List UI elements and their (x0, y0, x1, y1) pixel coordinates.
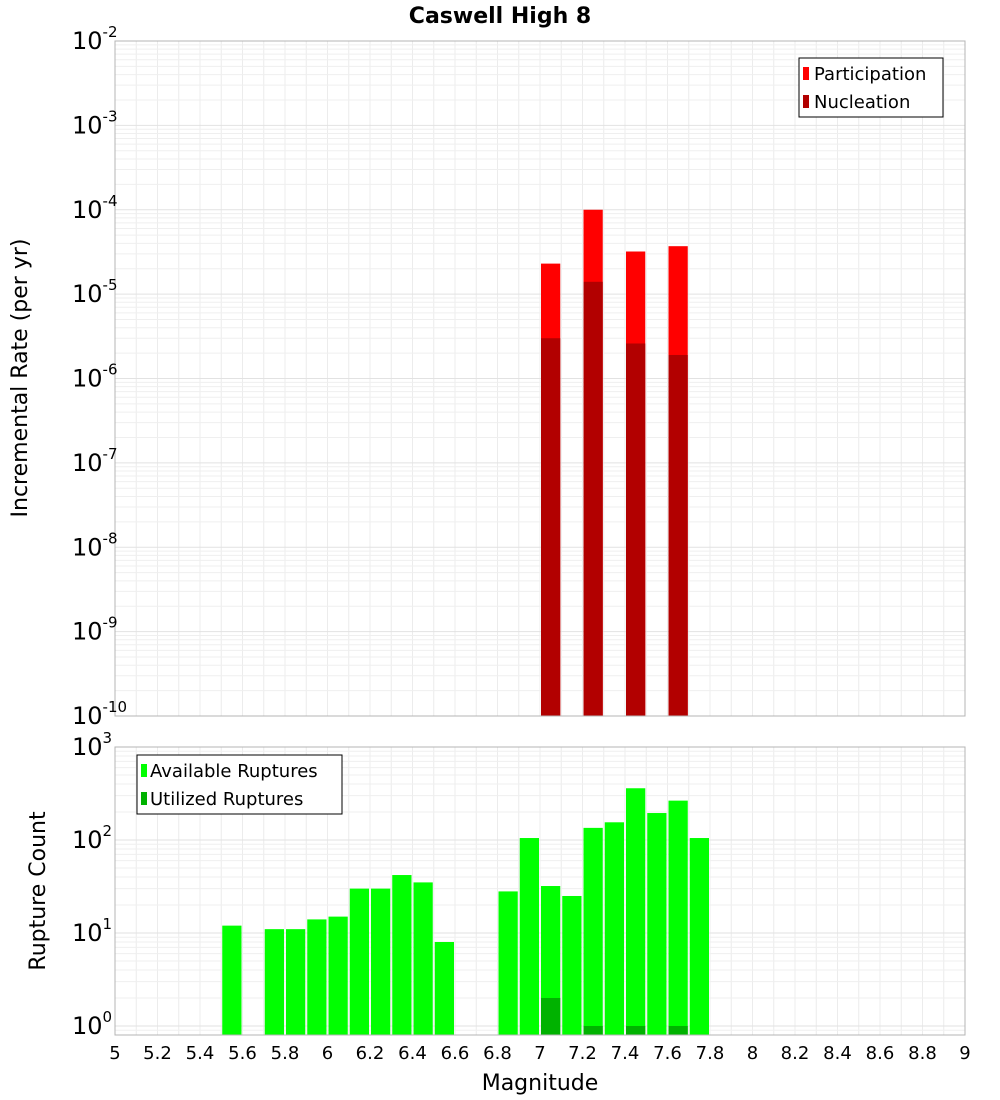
available-bar (668, 800, 688, 1035)
available-bar (286, 929, 306, 1035)
nucleation-legend-label: Nucleation (814, 92, 910, 113)
y-tick-label: 10-7 (72, 445, 118, 477)
count-plot-border (114, 746, 966, 1036)
count-y-axis-label: Rupture Count (26, 811, 51, 971)
x-tick-label: 7.8 (696, 1043, 725, 1064)
x-tick-label: 6.2 (356, 1043, 385, 1064)
x-tick-label: 5.6 (228, 1043, 257, 1064)
y-tick-label: 10-2 (72, 23, 118, 55)
x-tick-label: 5.2 (143, 1043, 172, 1064)
rate-y-ticks: 10-10 10-9 10-8 10-7 10-6 10-5 10-4 10-3 10-2 (72, 23, 127, 730)
nucleation-bar (583, 281, 603, 716)
rate-plot-border (114, 40, 966, 717)
utilized-bar (668, 1025, 688, 1035)
utilized-bar (541, 997, 561, 1035)
participation-legend-label: Participation (814, 64, 926, 85)
nucleation-bar (541, 338, 561, 716)
x-tick-label: 7.4 (611, 1043, 640, 1064)
x-tick-label: 7.2 (568, 1043, 597, 1064)
x-tick-label: 8.8 (908, 1043, 937, 1064)
y-tick-label: 101 (72, 915, 112, 947)
available-bar (498, 891, 518, 1035)
x-tick-label: 9 (959, 1043, 970, 1064)
x-tick-label: 6 (322, 1043, 333, 1064)
available-bar (562, 895, 582, 1035)
utilized-legend-label: Utilized Ruptures (150, 789, 303, 810)
participation-legend-swatch (803, 67, 809, 80)
available-bar (434, 942, 454, 1035)
available-bar (349, 888, 369, 1035)
x-tick-label: 8.6 (866, 1043, 895, 1064)
rate-y-axis-label: Incremental Rate (per yr) (8, 239, 33, 518)
count-legend-box (136, 754, 343, 815)
y-tick-label: 10-9 (72, 614, 118, 646)
rate-bars (541, 209, 688, 716)
count-legend: Available Ruptures Utilized Ruptures (136, 754, 343, 815)
count-panel: 100 101 102 103 5 5.2 5.4 5.6 5.8 6 6.2 6.4 6.6 6.8 7… (26, 729, 971, 1096)
x-tick-label: 8 (747, 1043, 758, 1064)
x-tick-label: 6.8 (483, 1043, 512, 1064)
y-tick-label: 10-8 (72, 529, 118, 561)
y-tick-label: 10-5 (72, 276, 118, 308)
y-tick-label: 10-10 (72, 698, 127, 730)
nucleation-legend-swatch (803, 95, 809, 108)
x-tick-label: 5.8 (271, 1043, 300, 1064)
available-bar (222, 925, 242, 1035)
rate-grid (114, 41, 966, 717)
utilized-bar (583, 1025, 603, 1035)
count-x-ticks: 5 5.2 5.4 5.6 5.8 6 6.2 6.4 6.6 6.8 7 7.2 7.4 7.6 7.8 8… (109, 1043, 970, 1064)
available-bar (583, 827, 603, 1035)
x-tick-label: 6.6 (441, 1043, 470, 1064)
x-tick-label: 5 (109, 1043, 120, 1064)
y-tick-label: 10-4 (72, 192, 118, 224)
x-tick-label: 6.4 (398, 1043, 427, 1064)
y-tick-label: 10-3 (72, 107, 118, 139)
x-tick-label: 7 (534, 1043, 545, 1064)
available-bar (328, 916, 348, 1035)
available-legend-swatch (141, 764, 147, 777)
available-bar (264, 929, 284, 1035)
available-bar (647, 813, 667, 1035)
available-bar (541, 886, 561, 1035)
x-tick-label: 8.4 (823, 1043, 852, 1064)
nucleation-bar (668, 354, 688, 716)
x-axis-label: Magnitude (482, 1071, 599, 1096)
x-tick-label: 8.2 (781, 1043, 810, 1064)
count-bars (222, 788, 709, 1035)
rate-legend-box (798, 57, 944, 118)
available-bar (307, 919, 327, 1035)
y-tick-label: 103 (72, 729, 112, 761)
utilized-bar (626, 1025, 646, 1035)
available-bar (689, 838, 709, 1035)
available-bar (604, 822, 624, 1035)
rate-legend: Participation Nucleation (798, 57, 944, 118)
rate-panel: 10-10 10-9 10-8 10-7 10-6 10-5 10-4 10-3 10-2 In… (8, 23, 966, 730)
y-tick-label: 10-6 (72, 361, 118, 393)
available-bar (371, 888, 391, 1035)
available-bar (392, 875, 412, 1035)
chart-title: Caswell High 8 (409, 4, 591, 29)
available-bar (626, 788, 646, 1035)
y-tick-label: 102 (72, 822, 112, 854)
y-tick-label: 100 (72, 1008, 112, 1040)
available-bar (413, 882, 433, 1035)
x-tick-label: 7.6 (653, 1043, 682, 1064)
available-bar (519, 838, 539, 1035)
x-tick-label: 5.4 (186, 1043, 215, 1064)
utilized-legend-swatch (141, 792, 147, 805)
count-y-ticks: 100 101 102 103 (72, 729, 112, 1040)
available-legend-label: Available Ruptures (150, 761, 318, 782)
nucleation-bar (626, 343, 646, 716)
